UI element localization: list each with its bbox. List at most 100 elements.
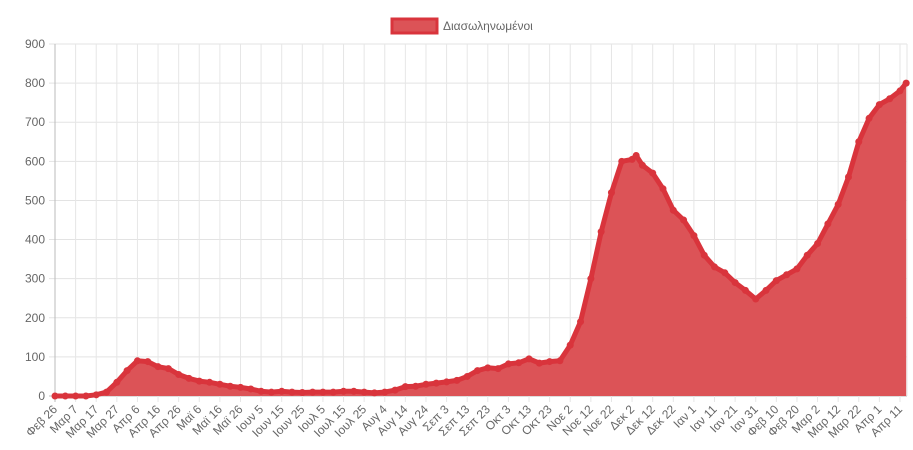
data-point[interactable] bbox=[463, 372, 471, 380]
data-point[interactable] bbox=[319, 388, 327, 396]
y-tick-label: 400 bbox=[25, 233, 45, 247]
data-point[interactable] bbox=[680, 216, 688, 224]
data-point[interactable] bbox=[133, 357, 141, 365]
data-point[interactable] bbox=[288, 388, 296, 396]
data-point[interactable] bbox=[144, 358, 152, 366]
data-point[interactable] bbox=[659, 185, 667, 193]
data-point[interactable] bbox=[762, 286, 770, 294]
data-point[interactable] bbox=[61, 392, 69, 400]
y-tick-label: 0 bbox=[38, 389, 45, 403]
y-tick-label: 100 bbox=[25, 350, 45, 364]
data-point[interactable] bbox=[546, 358, 554, 366]
data-point[interactable] bbox=[597, 228, 605, 236]
legend-swatch bbox=[390, 17, 439, 35]
data-point[interactable] bbox=[164, 365, 172, 373]
data-point[interactable] bbox=[226, 382, 234, 390]
data-point[interactable] bbox=[803, 251, 811, 259]
y-tick-label: 200 bbox=[25, 311, 45, 325]
data-point[interactable] bbox=[185, 374, 193, 382]
data-point[interactable] bbox=[525, 355, 533, 363]
data-point[interactable] bbox=[844, 173, 852, 181]
data-point[interactable] bbox=[443, 378, 451, 386]
data-point[interactable] bbox=[195, 377, 203, 385]
data-point[interactable] bbox=[855, 138, 863, 146]
data-point[interactable] bbox=[206, 378, 214, 386]
data-point[interactable] bbox=[51, 392, 59, 400]
data-point[interactable] bbox=[515, 359, 523, 367]
data-point[interactable] bbox=[690, 232, 698, 240]
y-tick-label: 600 bbox=[25, 154, 45, 168]
y-axis: 0 100 200 300 400 500 600 700 800 900 bbox=[25, 37, 45, 403]
data-point[interactable] bbox=[783, 271, 791, 279]
series-area bbox=[55, 83, 907, 396]
data-point[interactable] bbox=[865, 114, 873, 122]
data-point[interactable] bbox=[113, 378, 121, 386]
data-point[interactable] bbox=[370, 389, 378, 397]
data-point[interactable] bbox=[566, 341, 574, 349]
data-point[interactable] bbox=[711, 263, 719, 271]
data-point[interactable] bbox=[298, 388, 306, 396]
data-point[interactable] bbox=[721, 269, 729, 277]
data-point[interactable] bbox=[731, 279, 739, 287]
data-point[interactable] bbox=[535, 359, 543, 367]
data-point[interactable] bbox=[793, 265, 801, 273]
data-point[interactable] bbox=[329, 388, 337, 396]
data-point[interactable] bbox=[453, 376, 461, 384]
data-point[interactable] bbox=[902, 79, 910, 87]
data-point[interactable] bbox=[494, 365, 502, 373]
y-tick-label: 700 bbox=[25, 115, 45, 129]
data-point[interactable] bbox=[267, 388, 275, 396]
data-point[interactable] bbox=[618, 157, 626, 165]
data-point[interactable] bbox=[484, 364, 492, 372]
series-points bbox=[51, 79, 910, 400]
data-point[interactable] bbox=[577, 318, 585, 326]
data-point[interactable] bbox=[309, 388, 317, 396]
data-point[interactable] bbox=[741, 286, 749, 294]
data-point[interactable] bbox=[700, 251, 708, 259]
data-point[interactable] bbox=[360, 388, 368, 396]
data-point[interactable] bbox=[175, 370, 183, 378]
y-tick-label: 900 bbox=[25, 37, 45, 51]
data-point[interactable] bbox=[556, 357, 564, 365]
data-point[interactable] bbox=[752, 295, 760, 303]
data-point[interactable] bbox=[257, 387, 265, 395]
data-point[interactable] bbox=[278, 387, 286, 395]
data-point[interactable] bbox=[412, 382, 420, 390]
data-point[interactable] bbox=[123, 367, 131, 375]
data-point[interactable] bbox=[381, 388, 389, 396]
data-point[interactable] bbox=[824, 220, 832, 228]
data-point[interactable] bbox=[772, 277, 780, 285]
data-point[interactable] bbox=[587, 275, 595, 283]
y-tick-label: 800 bbox=[25, 76, 45, 90]
data-point[interactable] bbox=[72, 392, 80, 400]
data-point[interactable] bbox=[401, 383, 409, 391]
data-point[interactable] bbox=[422, 380, 430, 388]
data-point[interactable] bbox=[632, 151, 640, 159]
data-point[interactable] bbox=[154, 363, 162, 371]
data-point[interactable] bbox=[474, 367, 481, 375]
data-point[interactable] bbox=[216, 380, 224, 388]
data-point[interactable] bbox=[896, 87, 904, 95]
data-point[interactable] bbox=[834, 200, 842, 208]
data-point[interactable] bbox=[236, 383, 244, 391]
data-point[interactable] bbox=[340, 387, 348, 395]
data-point[interactable] bbox=[875, 101, 883, 109]
data-point[interactable] bbox=[504, 360, 512, 368]
data-point[interactable] bbox=[669, 206, 677, 214]
data-point[interactable] bbox=[92, 391, 100, 399]
data-point[interactable] bbox=[814, 239, 822, 247]
data-point[interactable] bbox=[82, 392, 90, 400]
data-point[interactable] bbox=[391, 386, 399, 394]
data-point[interactable] bbox=[886, 95, 894, 103]
data-point[interactable] bbox=[247, 385, 255, 393]
data-point[interactable] bbox=[432, 379, 440, 387]
data-point[interactable] bbox=[607, 189, 615, 197]
data-point[interactable] bbox=[103, 388, 111, 396]
data-point[interactable] bbox=[350, 387, 358, 395]
data-point[interactable] bbox=[638, 161, 646, 169]
y-tick-label: 500 bbox=[25, 193, 45, 207]
y-tick-label: 300 bbox=[25, 272, 45, 286]
data-point[interactable] bbox=[649, 169, 657, 177]
legend[interactable]: Διασωληνωμένοι bbox=[390, 17, 533, 35]
